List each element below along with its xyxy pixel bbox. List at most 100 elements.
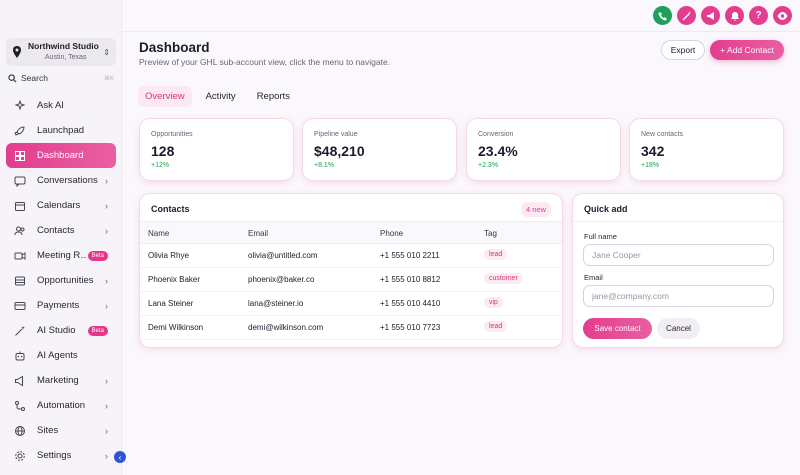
- sidebar-item-card[interactable]: Payments ›: [6, 293, 116, 318]
- sidebar-item-video[interactable]: Meeting R… Beta: [6, 243, 116, 268]
- table-header: Name Email Phone Tag: [140, 221, 562, 244]
- tab-reports[interactable]: Reports: [256, 91, 290, 102]
- chevron-right-icon: ›: [105, 425, 108, 436]
- stat-delta: +12%: [151, 162, 170, 169]
- sidebar-item-robot[interactable]: AI Agents: [6, 343, 116, 368]
- column-header-email[interactable]: Email: [248, 229, 269, 238]
- full-name-input[interactable]: [583, 244, 774, 266]
- contact-phone: +1 555 010 8812: [380, 275, 441, 284]
- column-header-name[interactable]: Name: [148, 229, 170, 238]
- map-pin-icon: [13, 46, 21, 58]
- stat-delta: +8.1%: [314, 162, 335, 169]
- sidebar-item-label: Dashboard: [37, 150, 84, 161]
- sidebar-item-globe[interactable]: Sites ›: [6, 418, 116, 443]
- sidebar-item-label: Conversations: [37, 175, 98, 186]
- sidebar-item-label: Marketing: [37, 375, 79, 386]
- help-button[interactable]: ?: [749, 6, 768, 25]
- stat-value: 342: [641, 143, 665, 159]
- contact-tag: vip: [484, 297, 503, 308]
- contact-email: olivia@untitled.com: [248, 251, 318, 260]
- sidebar-item-magic[interactable]: AI Studio Beta: [6, 318, 116, 343]
- location-switcher[interactable]: Northwind Studio Austin, Texas ⇕: [6, 38, 116, 66]
- phone-button[interactable]: [653, 6, 672, 25]
- grid-icon: [14, 150, 26, 162]
- contact-tag: lead: [484, 249, 508, 260]
- contact-name: Demi Wilkinson: [148, 323, 204, 332]
- sidebar-item-calendar[interactable]: Calendars ›: [6, 193, 116, 218]
- beta-badge: Beta: [87, 325, 108, 336]
- stat-value: $48,210: [314, 143, 365, 159]
- tab-overview[interactable]: Overview: [138, 86, 192, 107]
- magic-wand-button[interactable]: [677, 6, 696, 25]
- search-icon: [8, 73, 17, 82]
- add-contact-button[interactable]: + Add Contact: [710, 40, 784, 60]
- sidebar-search[interactable]: Search ⌘K: [6, 70, 116, 86]
- save-contact-button[interactable]: Save contact: [583, 318, 652, 339]
- magic-wand-icon: [682, 11, 691, 20]
- sidebar-item-chat[interactable]: Conversations ›: [6, 168, 116, 193]
- sidebar: Northwind Studio Austin, Texas ⇕ Search …: [0, 0, 126, 475]
- sidebar-item-megaphone[interactable]: Marketing ›: [6, 368, 116, 393]
- sidebar-item-label: Calendars: [37, 200, 81, 211]
- column-header-tag[interactable]: Tag: [484, 229, 497, 238]
- stat-label: Pipeline value: [314, 131, 358, 138]
- megaphone-icon: [706, 11, 714, 20]
- stat-card-new-contacts: New contacts 342 +18%: [630, 119, 783, 180]
- sidebar-item-gear[interactable]: Settings ›: [6, 443, 116, 468]
- contact-tag: lead: [484, 321, 508, 332]
- table-row[interactable]: Demi Wilkinson demi@wilkinson.com +1 555 0…: [140, 316, 562, 340]
- contact-name: Phoenix Baker: [148, 275, 201, 284]
- collapse-sidebar-button[interactable]: ‹: [114, 451, 126, 463]
- contact-phone: +1 555 010 4410: [380, 299, 441, 308]
- full-name-label: Full name: [584, 232, 617, 241]
- table-row[interactable]: Lana Steiner lana@steiner.io +1 555 010 44…: [140, 292, 562, 316]
- sidebar-item-users[interactable]: Contacts ›: [6, 218, 116, 243]
- sidebar-item-label: Automation: [37, 400, 86, 411]
- robot-icon: [14, 350, 26, 362]
- help-icon: ?: [755, 10, 762, 21]
- magic-icon: [14, 325, 26, 337]
- filter-icon: [14, 275, 26, 287]
- chevron-right-icon: ›: [105, 200, 108, 211]
- sidebar-item-label: Settings: [37, 450, 72, 461]
- stat-card-pipeline-value: Pipeline value $48,210 +8.1%: [303, 119, 456, 180]
- sidebar-item-sparkles[interactable]: Ask AI: [6, 93, 116, 118]
- sidebar-item-filter[interactable]: Opportunities ›: [6, 268, 116, 293]
- contact-phone: +1 555 010 7723: [380, 323, 441, 332]
- sidebar-item-label: Payments: [37, 300, 80, 311]
- sidebar-item-grid[interactable]: Dashboard: [6, 143, 116, 168]
- search-shortcut: ⌘K: [103, 75, 114, 82]
- sidebar-item-label: Ask AI: [37, 100, 64, 111]
- preview-button[interactable]: [773, 6, 792, 25]
- chevron-right-icon: ›: [105, 175, 108, 186]
- sidebar-item-label: Sites: [37, 425, 59, 436]
- stat-value: 23.4%: [478, 143, 518, 159]
- table-row[interactable]: Olivia Rhye olivia@untitled.com +1 555 010…: [140, 244, 562, 268]
- contact-email: phoenix@baker.co: [248, 275, 315, 284]
- tab-activity[interactable]: Activity: [205, 91, 236, 102]
- stat-value: 128: [151, 143, 175, 159]
- export-button[interactable]: Export: [661, 40, 705, 60]
- email-input[interactable]: [583, 285, 774, 307]
- card-icon: [14, 300, 26, 312]
- cancel-button[interactable]: Cancel: [657, 318, 700, 339]
- location-name: Northwind Studio: [28, 41, 99, 52]
- globe-icon: [14, 425, 26, 437]
- sparkles-icon: [14, 99, 26, 112]
- gear-icon: [14, 450, 26, 462]
- notifications-button[interactable]: [725, 6, 744, 25]
- contact-phone: +1 555 010 2211: [380, 251, 440, 260]
- email-label: Email: [584, 273, 603, 282]
- sidebar-item-label: AI Studio: [37, 325, 76, 336]
- search-label: Search: [21, 73, 48, 83]
- flow-icon: [14, 400, 26, 412]
- sidebar-item-label: Launchpad: [37, 125, 85, 136]
- table-row[interactable]: Phoenix Baker phoenix@baker.co +1 555 010 …: [140, 268, 562, 292]
- sidebar-item-flow[interactable]: Automation ›: [6, 393, 116, 418]
- sidebar-item-rocket[interactable]: Launchpad: [6, 118, 116, 143]
- column-header-phone[interactable]: Phone: [380, 229, 404, 238]
- announcements-button[interactable]: [701, 6, 720, 25]
- chevron-right-icon: ›: [105, 300, 108, 311]
- stat-label: New contacts: [641, 131, 684, 138]
- chevron-right-icon: ›: [105, 375, 108, 386]
